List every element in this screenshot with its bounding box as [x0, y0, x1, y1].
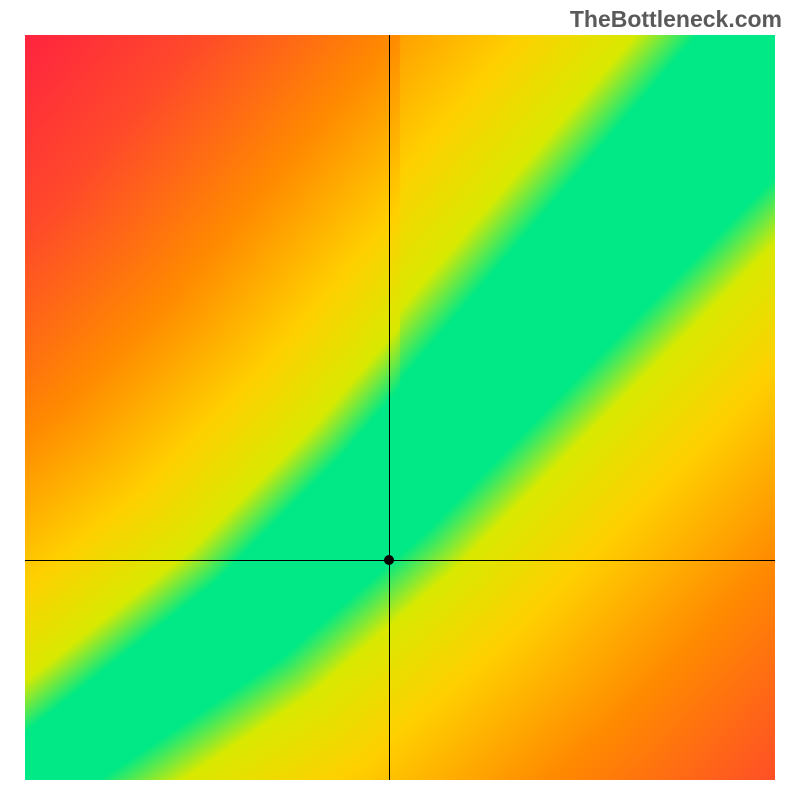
heatmap-chart: [25, 35, 775, 780]
heatmap-canvas: [25, 35, 775, 780]
crosshair-horizontal: [25, 560, 775, 561]
crosshair-vertical: [389, 35, 390, 780]
watermark-text: TheBottleneck.com: [570, 6, 782, 33]
crosshair-marker: [384, 555, 394, 565]
